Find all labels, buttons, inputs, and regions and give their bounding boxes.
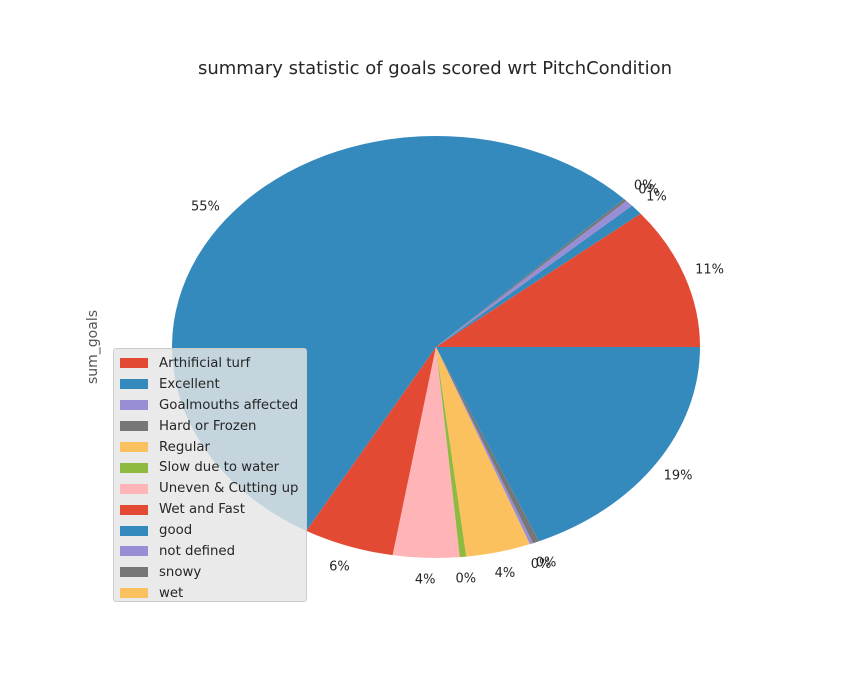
pie-slice-13: [436, 347, 534, 545]
chart-title: summary statistic of goals scored wrt Pi…: [198, 58, 672, 79]
legend-item-6: Uneven & Cutting up: [120, 478, 306, 499]
legend-swatch-5: [120, 462, 148, 473]
legend-label-4: Regular: [159, 439, 210, 455]
pie-labels: 11%1%0%0%55%6%4% 0% 4%0%0%19%: [191, 179, 724, 588]
pie-slice-2: [436, 200, 633, 347]
legend-swatch-8: [120, 525, 148, 536]
legend-label-3: Hard or Frozen: [159, 418, 257, 434]
legend-label-6: Uneven & Cutting up: [159, 481, 299, 497]
legend-item-9: not defined: [120, 541, 306, 562]
legend-item-3: Hard or Frozen: [120, 416, 306, 437]
pie-slice-3: [436, 198, 627, 347]
pie-slice-16: [436, 347, 700, 542]
legend-label-9: not defined: [159, 543, 236, 559]
pie-slice-10: [392, 347, 460, 558]
legend-swatch-9: [120, 546, 148, 557]
legend-item-11: wet: [120, 583, 306, 604]
pie-slice-12: [436, 347, 530, 557]
pie-pct-label-9: 6%: [329, 559, 350, 574]
legend-label-11: wet: [159, 585, 184, 601]
legend-swatch-0: [120, 358, 148, 369]
legend-label-8: good: [159, 523, 193, 539]
legend-swatch-1: [120, 379, 148, 390]
pie-pct-label-10: 4%: [415, 572, 436, 587]
legend-label-5: Slow due to water: [159, 460, 280, 476]
pie-slice-0: [436, 213, 700, 347]
legend-item-2: Goalmouths affected: [120, 395, 306, 416]
pie-pct-label-3: 0%: [634, 179, 655, 194]
legend-swatch-3: [120, 421, 148, 432]
pie-slice-9: [306, 347, 436, 556]
legend-label-0: Arthificial turf: [159, 355, 251, 371]
legend-item-4: Regular: [120, 437, 306, 458]
legend-label-1: Excellent: [159, 376, 220, 392]
legend-swatch-6: [120, 483, 148, 494]
legend-swatch-10: [120, 567, 148, 578]
pie-pct-label-14: 0%: [536, 555, 557, 570]
legend-swatch-4: [120, 442, 148, 452]
legend-item-0: Arthificial turf: [120, 353, 306, 374]
legend-item-10: snowy: [120, 562, 306, 583]
pie-slice-1: [436, 205, 641, 347]
pie-slice-14: [436, 347, 540, 544]
legend-item-5: Slow due to water: [120, 457, 306, 478]
pie-pct-label-16: 19%: [664, 469, 693, 484]
legend-item-8: good: [120, 520, 306, 541]
pie-pct-label-0: 11%: [695, 263, 724, 278]
pie-pct-label-11: 0%: [455, 571, 476, 586]
pie-pct-label-1: 1%: [646, 189, 667, 204]
legend-label-10: snowy: [159, 564, 202, 580]
pie-pct-label-13: 0%: [531, 557, 552, 572]
pie-slice-11: [436, 347, 467, 558]
legend-swatch-11: [120, 588, 148, 599]
legend: Arthificial turf Excellent Goalmouths affe…: [113, 348, 307, 602]
pie-pct-label-12: 4%: [495, 566, 516, 581]
pie-pct-label-8: 55%: [191, 199, 220, 214]
y-axis-label: sum_goals: [85, 310, 101, 384]
legend-swatch-2: [120, 400, 148, 411]
legend-label-7: Wet and Fast: [159, 502, 245, 518]
legend-swatch-7: [120, 504, 148, 515]
pie-pct-label-2: 0%: [638, 182, 659, 197]
legend-item-1: Excellent: [120, 374, 306, 395]
legend-label-2: Goalmouths affected: [159, 397, 299, 413]
legend-item-7: Wet and Fast: [120, 499, 306, 520]
